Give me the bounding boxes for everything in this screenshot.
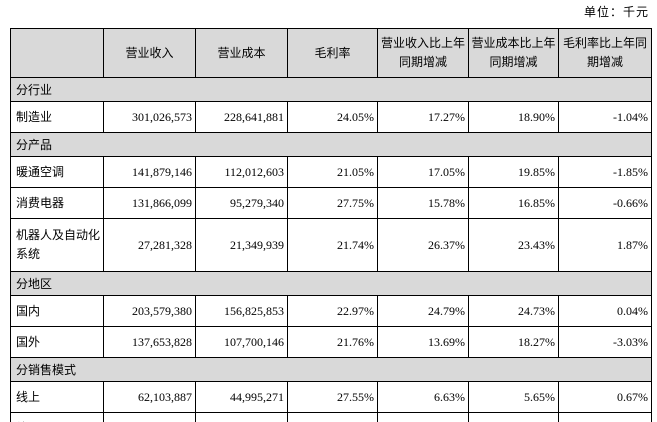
value-cell: 228,641,881 <box>195 101 288 133</box>
value-cell: 44,995,271 <box>195 381 288 413</box>
value-cell: 24.05% <box>287 101 378 133</box>
value-cell: 26.37% <box>377 218 469 272</box>
value-cell: 23.43% <box>468 218 559 272</box>
value-cell: 18.90% <box>468 101 559 133</box>
section-header-row: 分行业 <box>10 77 652 102</box>
value-cell: -0.66% <box>558 187 652 219</box>
value-cell: 21.05% <box>287 156 378 188</box>
value-cell: 21.74% <box>287 218 378 272</box>
value-cell: 0.67% <box>558 381 652 413</box>
segment-financial-table: 营业收入 营业成本 毛利率 营业收入比上年同期增减 营业成本比上年同期增减 毛利率比上年同… <box>10 28 652 422</box>
value-cell: 27,281,328 <box>103 218 196 272</box>
section-header-row: 分销售模式 <box>10 357 652 382</box>
value-cell: 203,579,380 <box>103 295 196 327</box>
value-cell: 5.65% <box>468 381 559 413</box>
value-cell: 21.76% <box>287 326 378 358</box>
value-cell: 21,349,939 <box>195 218 288 272</box>
row-label: 消费电器 <box>10 187 104 219</box>
value-cell: 26.01% <box>468 412 559 422</box>
value-cell: -1.04% <box>558 101 652 133</box>
table-row: 消费电器 131,866,099 95,279,340 27.75% 15.78% 16.… <box>10 187 652 219</box>
value-cell: 17.05% <box>377 156 469 188</box>
section-title: 分地区 <box>10 271 652 296</box>
value-cell: 131,866,099 <box>103 187 196 219</box>
row-label: 国内 <box>10 295 104 327</box>
value-cell: 13.69% <box>377 326 469 358</box>
value-cell: 18.27% <box>468 326 559 358</box>
value-cell: 156,825,853 <box>195 295 288 327</box>
section-header-row: 分产品 <box>10 132 652 157</box>
value-cell: 107,700,146 <box>195 326 288 358</box>
value-cell: 21.35% <box>287 412 378 422</box>
value-cell: 27.75% <box>287 187 378 219</box>
value-cell: -1.85% <box>558 156 652 188</box>
value-cell: 24.73% <box>468 295 559 327</box>
column-header: 毛利率比上年同期增减 <box>558 28 652 78</box>
section-header-row: 分地区 <box>10 271 652 296</box>
corner-cell <box>10 28 104 78</box>
table-row: 国内 203,579,380 156,825,853 22.97% 24.79% 24.7… <box>10 295 652 327</box>
value-cell: 219,530,728 <box>195 412 288 422</box>
value-cell: 301,026,573 <box>103 101 196 133</box>
value-cell: 16.85% <box>468 187 559 219</box>
value-cell: 24.79% <box>377 295 469 327</box>
column-header: 毛利率 <box>287 28 378 78</box>
table-row: 线上 62,103,887 44,995,271 27.55% 6.63% 5.65% 0.… <box>10 381 652 413</box>
row-label: 国外 <box>10 326 104 358</box>
value-cell: 22.97% <box>287 295 378 327</box>
value-cell: 6.63% <box>377 381 469 413</box>
value-cell: 0.04% <box>558 295 652 327</box>
row-label: 制造业 <box>10 101 104 133</box>
table-body: 分行业 制造业 301,026,573 228,641,881 24.05% 17.27%… <box>10 77 652 422</box>
table-row: 国外 137,653,828 107,700,146 21.76% 13.69% 18.2… <box>10 326 652 358</box>
table-row: 暖通空调 141,879,146 112,012,603 21.05% 17.05% 19… <box>10 156 652 188</box>
column-header: 营业收入 <box>103 28 196 78</box>
row-label: 线下 <box>10 412 104 422</box>
column-header: 营业成本 <box>195 28 288 78</box>
value-cell: 112,012,603 <box>195 156 288 188</box>
value-cell: 27.55% <box>287 381 378 413</box>
value-cell: 19.85% <box>468 156 559 188</box>
value-cell: -3.03% <box>558 326 652 358</box>
value-cell: 15.78% <box>377 187 469 219</box>
value-cell: 1.87% <box>558 218 652 272</box>
value-cell: 141,879,146 <box>103 156 196 188</box>
table-row: 制造业 301,026,573 228,641,881 24.05% 17.27% 18.… <box>10 101 652 133</box>
value-cell: 95,279,340 <box>195 187 288 219</box>
table-row: 线下279,129,321219,530,72821.35%23.52%26.0… <box>10 412 652 422</box>
section-title: 分行业 <box>10 77 652 102</box>
value-cell: 23.52% <box>377 412 469 422</box>
table-header-row: 营业收入 营业成本 毛利率 营业收入比上年同期增减 营业成本比上年同期增减 毛利率比上年同… <box>10 28 652 78</box>
column-header: 营业收入比上年同期增减 <box>377 28 469 78</box>
value-cell: 17.27% <box>377 101 469 133</box>
column-header: 营业成本比上年同期增减 <box>468 28 559 78</box>
row-label: 机器人及自动化系统 <box>10 218 104 272</box>
value-cell: -1.56% <box>558 412 652 422</box>
value-cell: 62,103,887 <box>103 381 196 413</box>
value-cell: 137,653,828 <box>103 326 196 358</box>
table-row: 机器人及自动化系统 27,281,328 21,349,939 21.74% 26.37… <box>10 218 652 272</box>
value-cell: 279,129,321 <box>103 412 196 422</box>
row-label: 线上 <box>10 381 104 413</box>
unit-label: 单位：千元 <box>583 5 649 19</box>
row-label: 暖通空调 <box>10 156 104 188</box>
section-title: 分产品 <box>10 132 652 157</box>
section-title: 分销售模式 <box>10 357 652 382</box>
